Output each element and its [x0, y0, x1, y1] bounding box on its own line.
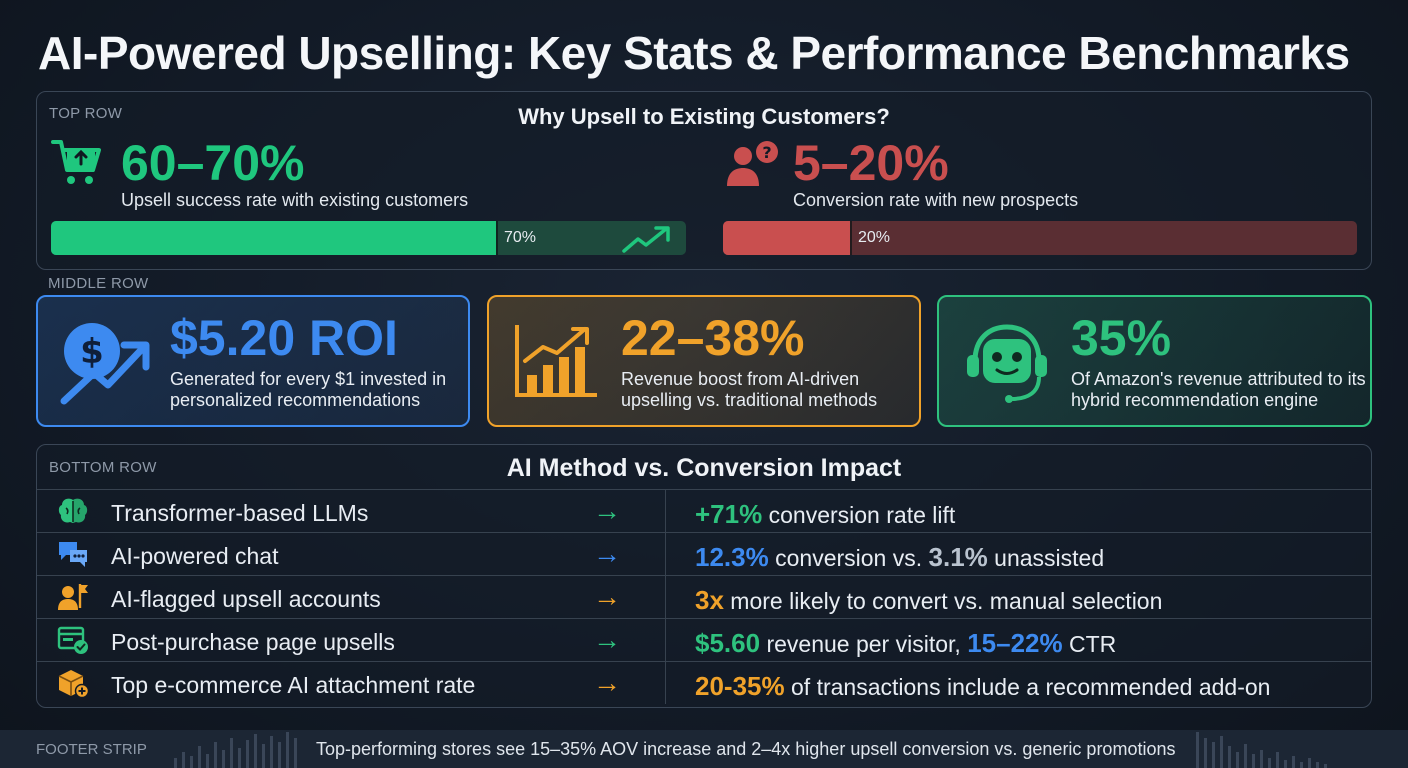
- row-arrow-icon: →: [593, 581, 621, 612]
- top-row-heading: Why Upsell to Existing Customers?: [518, 104, 890, 129]
- svg-text:?: ?: [762, 143, 771, 162]
- shopping-cart-icon: [51, 136, 103, 188]
- column-divider: [665, 662, 666, 704]
- row-arrow-icon: →: [593, 667, 621, 698]
- brain-icon: [57, 496, 89, 526]
- impact-segment: conversion vs.: [768, 545, 929, 571]
- package-plus-icon: [57, 668, 90, 699]
- decorative-bars-left-icon: [172, 732, 302, 768]
- column-divider: [665, 490, 666, 532]
- impact-highlight: 3x: [695, 585, 724, 615]
- browser-check-icon: [57, 625, 89, 655]
- footer-label: FOOTER STRIP: [36, 741, 147, 758]
- impact-highlight: $5.60: [695, 628, 761, 658]
- bottom-row-label: BOTTOM ROW: [49, 459, 157, 476]
- top-row-label: TOP ROW: [49, 105, 123, 122]
- revenue-boost-card-description: Revenue boost from AI-driven upselling v…: [621, 369, 878, 410]
- amazon-revenue-card: 35% Of Amazon's revenue attributed to it…: [937, 295, 1372, 427]
- middle-row-label: MIDDLE ROW: [48, 275, 149, 292]
- existing-customers-bar-fill: [51, 221, 496, 255]
- page-title: AI-Powered Upselling: Key Stats & Perfor…: [38, 27, 1350, 79]
- method-label: AI-powered chat: [111, 543, 279, 569]
- revenue-boost-card: 22–38% Revenue boost from AI-driven upse…: [487, 295, 921, 427]
- existing-customers-bar-marker: [496, 221, 498, 255]
- impact-highlight: 3.1%: [928, 542, 988, 572]
- row-arrow-icon: →: [593, 495, 621, 526]
- method-impact-table: BOTTOM ROW AI Method vs. Conversion Impa…: [36, 444, 1372, 708]
- impact-highlight: +71%: [695, 499, 763, 529]
- bar-chart-icon: [513, 321, 601, 406]
- impact-text: 12.3% conversion vs. 3.1% unassisted: [695, 542, 1104, 573]
- impact-highlight: 20-35%: [695, 671, 785, 701]
- column-divider: [665, 619, 666, 661]
- roi-card: $ $5.20 ROI Generated for every $1 inves…: [36, 295, 470, 427]
- table-row: Post-purchase page upsells → $5.60 reven…: [37, 618, 1371, 661]
- existing-customers-bar: 70%: [51, 221, 686, 255]
- footer-text: Top-performing stores see 15–35% AOV inc…: [316, 739, 1176, 759]
- user-question-icon: ?: [723, 138, 779, 190]
- row-arrow-icon: →: [593, 538, 621, 569]
- new-prospects-bar-fill: [723, 221, 850, 255]
- existing-customers-bar-label: 70%: [504, 229, 537, 246]
- existing-customers-caption: Upsell success rate with existing custom…: [121, 190, 469, 210]
- column-divider: [665, 576, 666, 618]
- new-prospects-caption: Conversion rate with new prospects: [793, 190, 1079, 210]
- new-prospects-stat: 5–20%: [793, 135, 949, 191]
- table-row: AI-flagged upsell accounts → 3x more lik…: [37, 575, 1371, 618]
- impact-highlight: 15–22%: [967, 628, 1063, 658]
- decorative-bars-right-icon: [1194, 732, 1334, 768]
- new-prospects-bar-marker: [850, 221, 852, 255]
- new-prospects-bar-label: 20%: [858, 229, 891, 246]
- robot-icon: [961, 317, 1053, 414]
- method-impact-heading: AI Method vs. Conversion Impact: [506, 454, 902, 482]
- table-row: Transformer-based LLMs → +71% conversion…: [37, 489, 1371, 532]
- row-arrow-icon: →: [593, 624, 621, 655]
- impact-text: +71% conversion rate lift: [695, 499, 955, 530]
- user-flag-icon: [57, 582, 89, 612]
- method-label: Top e-commerce AI attachment rate: [111, 672, 476, 698]
- trend-up-icon: [622, 223, 674, 258]
- impact-segment: of transactions include a recommended ad…: [784, 674, 1271, 700]
- new-prospects-bar: 20%: [723, 221, 1357, 255]
- impact-text: 3x more likely to convert vs. manual sel…: [695, 585, 1162, 616]
- impact-highlight: 12.3%: [695, 542, 769, 572]
- roi-card-value: $5.20 ROI: [170, 310, 398, 366]
- svg-text:$: $: [80, 332, 104, 372]
- revenue-boost-card-value: 22–38%: [621, 310, 805, 366]
- existing-customers-stat: 60–70%: [121, 135, 305, 191]
- footer-strip: FOOTER STRIP Top-performing stores see 1…: [0, 730, 1408, 768]
- column-divider: [665, 533, 666, 575]
- amazon-revenue-card-value: 35%: [1071, 310, 1172, 366]
- top-row-panel: TOP ROW Why Upsell to Existing Customers…: [36, 91, 1372, 270]
- table-row: Top e-commerce AI attachment rate → 20-3…: [37, 661, 1371, 704]
- impact-text: 20-35% of transactions include a recomme…: [695, 671, 1270, 702]
- impact-segment: revenue per visitor,: [760, 631, 968, 657]
- impact-segment: more likely to convert vs. manual select…: [723, 588, 1163, 614]
- method-label: AI-flagged upsell accounts: [111, 586, 381, 612]
- dollar-growth-icon: $: [58, 319, 154, 414]
- chat-icon: [57, 539, 89, 569]
- method-label: Transformer-based LLMs: [111, 500, 369, 526]
- amazon-revenue-card-description: Of Amazon's revenue attributed to its hy…: [1071, 369, 1366, 410]
- impact-segment: CTR: [1062, 631, 1117, 657]
- roi-card-description: Generated for every $1 invested in perso…: [170, 369, 447, 410]
- impact-text: $5.60 revenue per visitor, 15–22% CTR: [695, 628, 1116, 659]
- impact-segment: unassisted: [987, 545, 1105, 571]
- method-label: Post-purchase page upsells: [111, 629, 395, 655]
- table-row: AI-powered chat → 12.3% conversion vs. 3…: [37, 532, 1371, 575]
- impact-segment: conversion rate lift: [762, 502, 956, 528]
